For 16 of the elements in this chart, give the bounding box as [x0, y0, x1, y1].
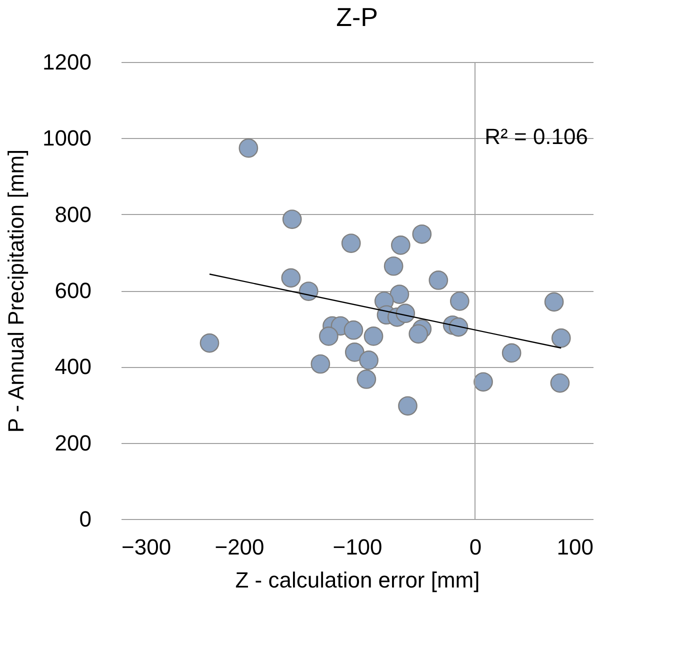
- x-tick-label: 0: [469, 534, 482, 560]
- y-tick-label: 800: [54, 202, 92, 227]
- x-tick-label: 100: [556, 534, 594, 560]
- y-tick-label: 200: [54, 430, 92, 456]
- x-tick-label: −200: [214, 534, 264, 560]
- annotation: R² = 0.106: [484, 124, 588, 149]
- x-axis-title: Z - calculation error [mm]: [235, 568, 480, 592]
- y-tick-label: 400: [54, 354, 92, 380]
- x-tick-label: −100: [332, 534, 382, 560]
- y-tick-label: 1200: [42, 50, 92, 74]
- y-tick-label: 600: [54, 278, 92, 303]
- y-axis-title: P - Annual Precipitation [mm]: [4, 149, 29, 433]
- y-tick-label: 1000: [42, 126, 92, 151]
- y-tick-label: 0: [79, 506, 92, 532]
- x-tick-label: −300: [122, 534, 172, 560]
- chart-title: Z-P: [336, 2, 378, 32]
